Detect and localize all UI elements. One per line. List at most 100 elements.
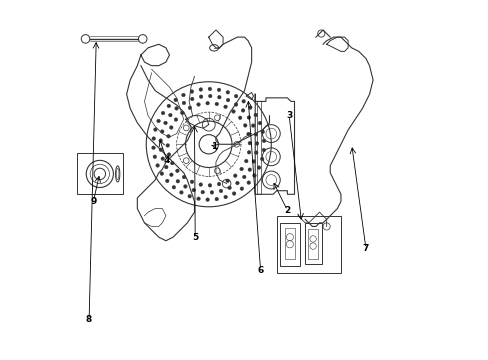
Circle shape [244,159,247,163]
Circle shape [217,95,221,99]
Circle shape [181,93,185,97]
Circle shape [247,150,250,154]
Circle shape [165,144,169,147]
Circle shape [196,197,200,201]
Bar [280,223,299,266]
Circle shape [231,110,235,113]
Circle shape [234,94,238,98]
Circle shape [161,111,164,115]
Text: 5: 5 [192,233,198,242]
Circle shape [199,183,202,186]
Text: 6: 6 [257,266,263,275]
Circle shape [242,99,245,103]
Circle shape [182,175,185,179]
Circle shape [251,159,255,163]
Circle shape [255,142,258,145]
Circle shape [153,155,156,158]
Circle shape [226,98,229,102]
Circle shape [160,130,164,133]
Circle shape [179,191,183,194]
Circle shape [199,95,203,98]
Circle shape [190,90,193,93]
Circle shape [187,194,191,198]
Circle shape [174,118,177,121]
Text: 2: 2 [284,206,290,215]
Text: 7: 7 [362,244,368,253]
Circle shape [159,139,162,142]
Circle shape [183,185,187,188]
Circle shape [232,192,235,195]
Circle shape [225,179,229,183]
Circle shape [246,181,250,184]
Circle shape [233,174,237,177]
Circle shape [246,116,250,119]
Text: 9: 9 [90,197,97,206]
Circle shape [167,104,170,108]
Circle shape [240,187,243,190]
Bar [307,229,318,259]
Circle shape [167,153,170,156]
Circle shape [152,137,155,140]
Circle shape [160,172,163,175]
Circle shape [215,197,218,201]
Text: 4: 4 [163,156,170,165]
Circle shape [151,146,155,149]
Circle shape [254,151,258,154]
Text: 3: 3 [285,111,292,120]
Circle shape [258,121,261,125]
Circle shape [205,198,209,202]
Bar [304,223,322,264]
Text: 1: 1 [211,141,217,150]
Circle shape [217,182,221,186]
Circle shape [242,175,245,179]
Circle shape [238,116,242,120]
Circle shape [169,126,173,129]
Circle shape [262,139,265,143]
Circle shape [153,128,157,131]
Circle shape [192,188,195,192]
Circle shape [247,168,251,171]
Circle shape [210,190,213,194]
Circle shape [251,124,255,127]
Circle shape [234,103,237,106]
Circle shape [241,109,244,112]
Circle shape [227,186,231,190]
Circle shape [182,101,185,105]
Circle shape [224,195,227,199]
Circle shape [239,167,243,171]
Bar [276,216,340,273]
Circle shape [168,113,172,117]
Circle shape [260,157,264,161]
Circle shape [235,181,239,185]
Circle shape [208,94,212,98]
Circle shape [261,130,264,134]
Circle shape [169,173,173,176]
Circle shape [243,123,246,127]
Circle shape [180,111,183,115]
Circle shape [257,166,260,169]
Circle shape [163,121,167,125]
Circle shape [161,157,164,161]
Circle shape [215,102,218,106]
Circle shape [174,107,178,110]
Circle shape [252,174,256,177]
Circle shape [254,132,257,136]
Circle shape [156,164,159,167]
Circle shape [165,179,169,183]
Text: 8: 8 [86,315,92,324]
Circle shape [208,184,211,187]
Circle shape [196,103,200,106]
Circle shape [159,148,163,152]
Circle shape [190,97,194,101]
Circle shape [201,190,204,194]
Circle shape [164,165,168,169]
Circle shape [248,106,251,109]
Circle shape [174,98,177,102]
Circle shape [224,105,227,109]
Circle shape [205,102,209,105]
Circle shape [247,141,251,145]
Circle shape [246,132,250,136]
Circle shape [175,169,179,172]
Bar [284,228,295,258]
Circle shape [172,185,175,189]
